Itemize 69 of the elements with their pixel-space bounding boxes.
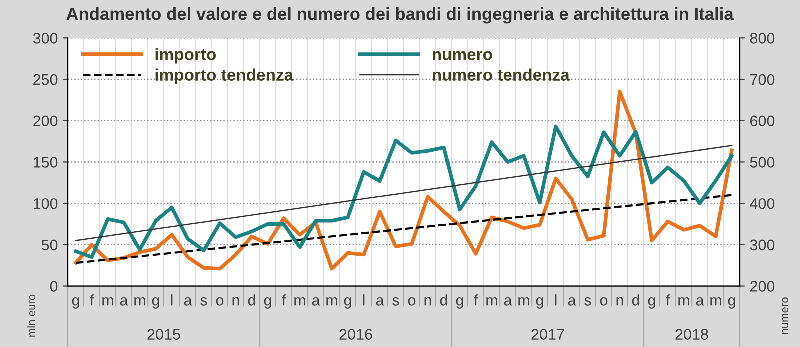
x-tick-label: f <box>282 294 286 306</box>
x-tick-label: g <box>152 297 160 309</box>
text: 2016 <box>340 329 372 340</box>
x-tick-label: l <box>171 294 173 306</box>
x-tick-label: g <box>72 297 80 309</box>
text: 2017 <box>532 329 564 340</box>
x-tick-label: a <box>120 297 128 306</box>
x-tick-label: m <box>134 297 146 306</box>
y2-axis-title: numero <box>782 298 788 334</box>
y2-tick-label: 500 <box>750 157 775 168</box>
y-axis-title: mln euro <box>27 294 36 337</box>
x-tick-label: s <box>200 297 208 306</box>
y-tick-label: 50 <box>42 240 58 251</box>
chart-title: Andamento del valore e del numero dei bandi di ingegneria e architettura in Italia <box>66 7 734 24</box>
x-tick-label: m <box>486 297 498 306</box>
x-tick-label: l <box>555 294 557 306</box>
x-tick-label: n <box>232 297 240 306</box>
x-tick-label: o <box>600 297 608 306</box>
x-tick-label: d <box>440 294 448 306</box>
text: 2015 <box>148 329 180 340</box>
x-tick-label: f <box>666 294 670 306</box>
x-tick-label: m <box>710 297 722 306</box>
x-tick-label: a <box>696 297 704 306</box>
y-tick-label: 100 <box>34 198 58 210</box>
line-series <box>74 124 734 260</box>
x-tick-label: a <box>184 297 192 306</box>
legend-label: importo tendenza <box>156 68 294 84</box>
x-tick-label: f <box>474 294 478 306</box>
y2-tick-label: 800 <box>750 33 775 44</box>
line-series <box>74 90 734 271</box>
x-tick-label: m <box>102 297 114 306</box>
y2-tick-label: 200 <box>750 281 775 292</box>
y-tick-label: 250 <box>34 74 58 86</box>
y2-tick-label: 300 <box>750 240 775 251</box>
x-tick-label: a <box>504 297 512 306</box>
x-tick-label: d <box>632 294 640 306</box>
x-tick-label: g <box>728 297 736 309</box>
x-tick-label: a <box>568 297 576 306</box>
y2-tick-label: 600 <box>750 116 775 127</box>
legend-label: numero <box>432 51 492 60</box>
x-tick-label: m <box>518 297 530 306</box>
x-tick-label: o <box>216 297 224 306</box>
x-tick-label: m <box>294 297 306 306</box>
x-tick-label: a <box>376 297 384 306</box>
y-tick-label: 150 <box>34 157 58 168</box>
x-tick-label: s <box>392 297 400 306</box>
x-tick-label: g <box>648 297 656 309</box>
x-tick-label: g <box>264 297 272 309</box>
x-tick-label: o <box>408 297 416 306</box>
x-tick-label: n <box>424 297 432 306</box>
x-tick-label: m <box>326 297 338 306</box>
x-tick-label: g <box>456 297 464 309</box>
legend-label: importo <box>156 48 216 64</box>
x-tick-label: n <box>616 297 624 306</box>
x-tick-label: a <box>312 297 320 306</box>
x-tick-label: m <box>678 297 690 306</box>
y-tick-label: 200 <box>34 116 58 127</box>
x-tick-label: s <box>584 297 592 306</box>
x-tick-label: l <box>363 294 365 306</box>
y2-tick-label: 700 <box>750 74 775 86</box>
x-tick-label: f <box>90 294 94 306</box>
x-tick-label: d <box>248 294 256 306</box>
text: 2018 <box>676 329 708 340</box>
x-tick-label: g <box>536 297 544 309</box>
x-tick-label: g <box>344 297 352 309</box>
y-tick-label: 300 <box>33 33 58 44</box>
y2-tick-label: 400 <box>750 198 775 210</box>
legend-label: numero tendenza <box>432 68 570 81</box>
y-tick-label: 0 <box>50 281 58 292</box>
